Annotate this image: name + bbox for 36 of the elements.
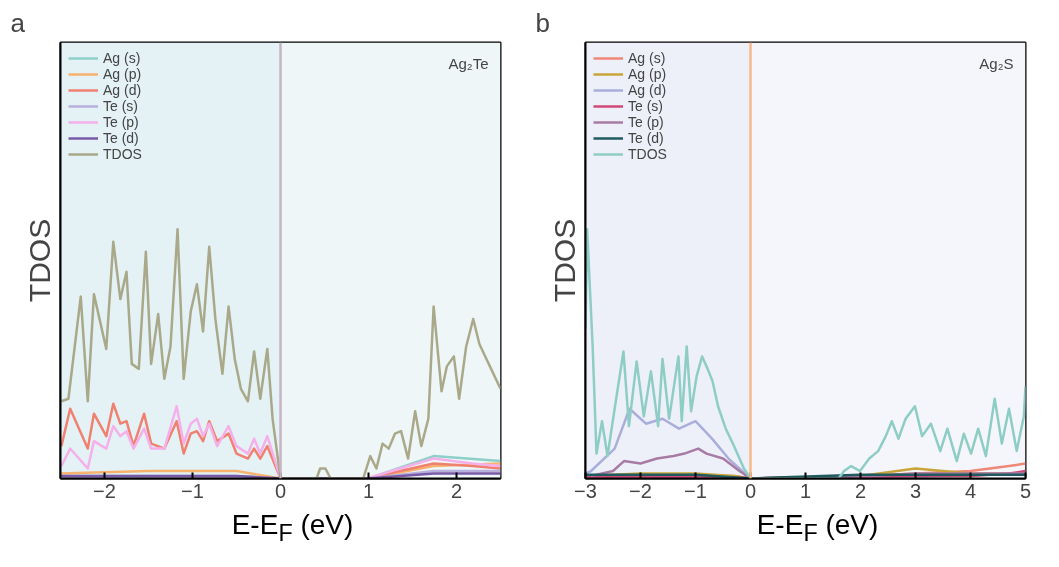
legend-label: Ag (p)	[103, 66, 142, 82]
x-tick-label: 3	[909, 479, 922, 502]
x-axis-title: E-E$_{F}$ (eV)	[756, 508, 879, 548]
x-axis-title: E-E$_{F}$ (eV)	[231, 508, 354, 548]
x-tick-label: 0	[274, 479, 287, 502]
chart-title: b	[535, 7, 550, 38]
legend-label: Ag (d)	[103, 82, 142, 98]
x-tick-label: 0	[744, 479, 757, 502]
y-axis-title: TDOS	[22, 218, 56, 303]
x-tick-label: 2	[854, 479, 867, 502]
text: Ag₂S	[979, 54, 1014, 72]
legend-label: TDOS	[103, 146, 142, 162]
y-axis-title: TDOS	[547, 218, 581, 303]
x-tick-label: 1	[362, 479, 375, 502]
x-tick-label: −2	[629, 479, 652, 502]
x-tick-label: −2	[93, 479, 116, 502]
legend-label: Ag (s)	[628, 50, 666, 66]
legend-label: Ag (s)	[103, 50, 141, 66]
legend-label: Te (p)	[628, 114, 664, 130]
x-tick-label: −1	[684, 479, 707, 502]
legend-label: Te (p)	[103, 114, 139, 130]
text: Ag₂Te	[448, 54, 489, 72]
legend-label: Te (s)	[103, 98, 138, 114]
legend-label: Te (s)	[628, 98, 663, 114]
legend-label: TDOS	[628, 146, 667, 162]
x-tick-label: 5	[1019, 479, 1032, 502]
x-tick-label: −3	[574, 479, 597, 502]
legend-label: Ag (p)	[628, 66, 667, 82]
legend-label: Te (d)	[628, 130, 664, 146]
legend-label: Te (d)	[103, 130, 139, 146]
x-tick-label: 4	[964, 479, 977, 502]
legend-label: Ag (d)	[628, 82, 667, 98]
x-tick-label: 1	[799, 479, 812, 502]
chart-title: a	[10, 7, 26, 38]
x-tick-label: 2	[450, 479, 463, 502]
x-tick-label: −1	[181, 479, 204, 502]
